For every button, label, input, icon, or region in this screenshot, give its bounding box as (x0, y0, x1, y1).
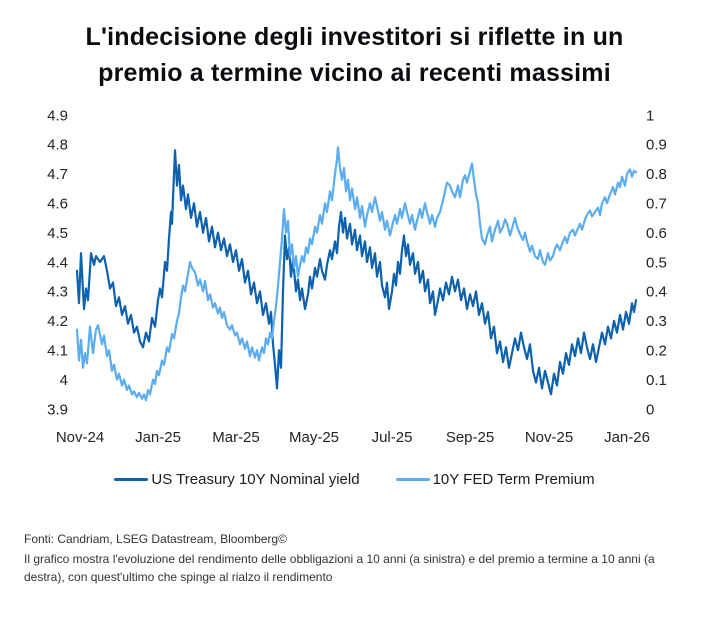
axis-tick-label: 0.3 (646, 313, 667, 330)
x-axis-tick-label: Nov-24 (56, 429, 104, 446)
axis-tick-label: 1 (646, 107, 654, 124)
line-swatch-light-blue (395, 477, 430, 481)
axis-tick-label: 0.9 (646, 137, 667, 154)
page-title-line2: premio a termine vicino ai recenti massi… (98, 58, 611, 87)
chart-area: 4.9 4.8 4.7 4.6 4.5 4.4 4.3 4.2 4.1 4 3.9 1 0.9 0.8 0… (0, 97, 709, 462)
line-swatch-dark-blue (114, 477, 149, 481)
axis-tick-label: 0.5 (646, 254, 667, 271)
series-line-nominal-yield (75, 149, 638, 396)
axis-tick-label: 0.6 (646, 225, 667, 242)
axis-tick-label: 0.2 (646, 342, 667, 359)
axis-tick-label: 0.4 (646, 284, 667, 301)
axis-tick-label: 0.1 (646, 372, 667, 389)
series-line-term-premium (75, 146, 638, 402)
legend-label: 10Y FED Term Premium (432, 470, 595, 488)
x-axis-tick-label: Mar-25 (212, 429, 260, 446)
axis-tick-label: 3.9 (47, 401, 68, 418)
legend-item-term-premium: 10Y FED Term Premium (395, 470, 595, 488)
x-axis-tick-label: Nov-25 (525, 429, 573, 446)
x-axis-tick-label: Jan-26 (604, 429, 650, 446)
axis-tick-label: 0.8 (646, 166, 667, 183)
x-axis-tick-label: Jan-25 (135, 429, 181, 446)
axis-tick-label: 4 (60, 372, 68, 389)
axis-tick-label: 4.8 (47, 137, 68, 154)
axis-tick-label: 4.5 (47, 225, 68, 242)
axis-tick-label: 0 (646, 401, 654, 418)
page-title: L'indecisione degli investitori si rifle… (0, 0, 709, 91)
x-axis-tick-label: Sep-25 (446, 429, 494, 446)
axis-tick-label: 4.3 (47, 284, 68, 301)
axis-tick-label: 0.7 (646, 195, 667, 212)
page-title-line1: L'indecisione degli investitori si rifle… (85, 23, 624, 51)
source-note: Fonti: Candriam, LSEG Datastream, Bloomb… (24, 532, 287, 546)
left-axis-labels: 4.9 4.8 4.7 4.6 4.5 4.4 4.3 4.2 4.1 4 3.9 (47, 107, 68, 418)
axis-tick-label: 4.9 (47, 107, 68, 124)
axis-tick-label: 4.1 (47, 342, 68, 359)
axis-tick-label: 4.6 (47, 195, 68, 212)
chart-footer: Fonti: Candriam, LSEG Datastream, Bloomb… (24, 530, 685, 587)
axis-tick-label: 4.7 (47, 166, 68, 183)
x-axis-tick-label: Jul-25 (372, 429, 413, 446)
legend-label: US Treasury 10Y Nominal yield (151, 470, 360, 488)
chart-svg: 4.9 4.8 4.7 4.6 4.5 4.4 4.3 4.2 4.1 4 3.9 1 0.9 0.8 0… (47, 107, 667, 446)
axis-tick-label: 4.2 (47, 313, 68, 330)
chart-description: Il grafico mostra l'evoluzione del rendi… (24, 551, 655, 585)
x-axis-labels: Nov-24 Jan-25 Mar-25 May-25 Jul-25 Sep-25 Nov-… (56, 429, 650, 446)
right-axis-labels: 1 0.9 0.8 0.7 0.6 0.5 0.4 0.3 0.2 0.1 0 (646, 107, 667, 418)
x-axis-tick-label: May-25 (289, 429, 339, 446)
axis-tick-label: 4.4 (47, 254, 68, 271)
legend-item-nominal-yield: US Treasury 10Y Nominal yield (114, 470, 360, 488)
chart-legend: US Treasury 10Y Nominal yield 10Y FED Te… (0, 468, 709, 490)
